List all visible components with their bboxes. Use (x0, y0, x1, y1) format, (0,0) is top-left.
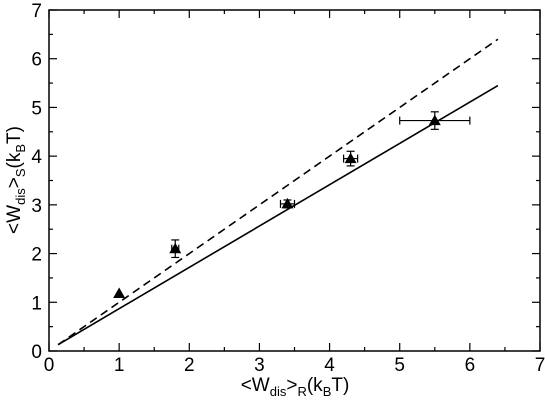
triangle-marker (428, 114, 441, 126)
x-tick-label: 1 (114, 355, 125, 376)
x-axis-title-sub1: dis (270, 384, 287, 399)
x-tick-label: 0 (44, 355, 55, 376)
y-axis-title-end: T) (4, 126, 25, 144)
x-tick-label: 2 (184, 355, 195, 376)
y-axis-title-sub1: dis (13, 188, 28, 205)
triangle-marker (344, 152, 357, 164)
fit-lines (57, 38, 499, 346)
x-tick-label: 3 (254, 355, 265, 376)
x-tick-label: 4 (324, 355, 335, 376)
x-axis-title-sub3: B (323, 384, 332, 399)
y-axis-title: <Wdis>S(kBT) (4, 126, 28, 234)
triangle-marker (169, 242, 182, 254)
y-tick-label: 5 (31, 98, 42, 119)
x-tick-label: 7 (535, 355, 545, 376)
y-tick-label: 4 (31, 147, 42, 168)
y-axis-title-close: (k (4, 152, 25, 168)
x-axis-title-end: T) (331, 375, 349, 396)
x-axis-title-close: (k (307, 375, 323, 396)
x-axis-title-mid: > (286, 375, 297, 396)
y-axis-title-open: <W (4, 205, 25, 234)
data-point (279, 197, 296, 209)
y-axis-ticks: 0 1 2 3 4 5 6 7 (31, 1, 540, 363)
y-axis-title-mid: > (4, 177, 25, 188)
data-point (113, 287, 126, 299)
y-axis-title-sub2: S (13, 168, 28, 177)
data-points (113, 111, 471, 299)
dashed-line (57, 38, 499, 346)
data-point (343, 150, 359, 167)
solid-line (57, 84, 499, 346)
x-tick-label: 6 (465, 355, 476, 376)
x-tick-label: 5 (394, 355, 405, 376)
triangle-marker (113, 287, 126, 299)
triangle-marker (281, 197, 294, 209)
y-tick-label: 2 (31, 245, 42, 266)
x-axis-ticks: 0 1 2 3 4 5 6 7 (44, 10, 545, 376)
x-axis-title-sub2: R (297, 384, 306, 399)
data-point (399, 111, 471, 130)
x-axis-title-open: <W (241, 375, 270, 396)
x-axis-title: <Wdis>R(kBT) (241, 375, 350, 399)
y-tick-label: 7 (31, 1, 42, 22)
y-tick-label: 0 (31, 342, 42, 363)
y-axis-title-sub3: B (13, 144, 28, 153)
data-point (169, 239, 182, 259)
y-tick-label: 1 (31, 293, 42, 314)
y-tick-label: 6 (31, 50, 42, 71)
y-tick-label: 3 (31, 196, 42, 217)
